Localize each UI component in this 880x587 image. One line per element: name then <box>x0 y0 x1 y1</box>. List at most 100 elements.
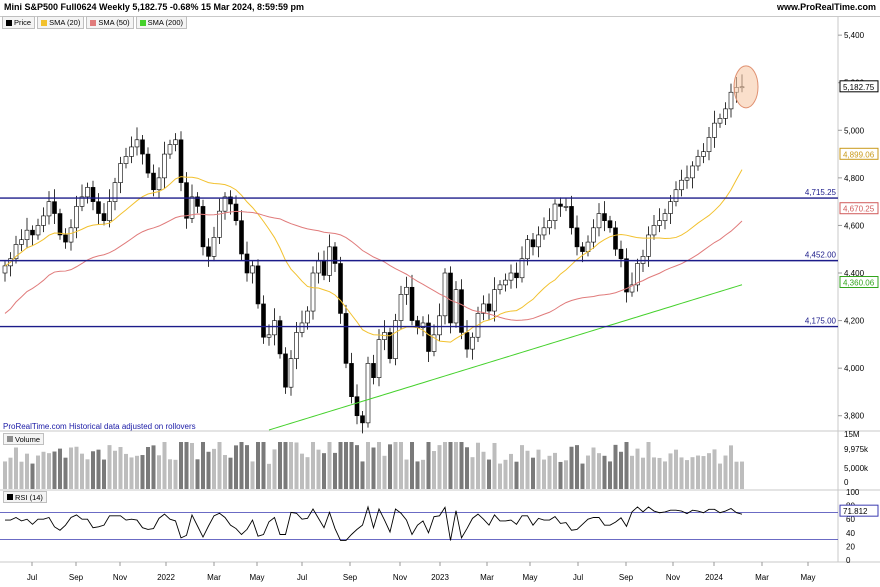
volume-bar <box>514 461 519 489</box>
volume-bar <box>173 459 178 489</box>
legend-price[interactable]: Price <box>2 16 36 29</box>
volume-bar <box>586 455 590 489</box>
candle-body <box>404 286 409 295</box>
candle-body <box>706 137 712 152</box>
volume-bar <box>437 445 442 489</box>
candle-body <box>530 239 536 248</box>
volume-bar <box>470 457 475 489</box>
candle-body <box>569 206 574 229</box>
candle-body <box>393 320 398 359</box>
legend-sma20-label: SMA (20) <box>49 18 81 27</box>
volume-bar <box>228 457 233 489</box>
candle-body <box>167 144 173 155</box>
last-price-highlight <box>733 65 759 109</box>
volume-label: Volume <box>15 434 41 444</box>
volume-bar <box>696 455 700 489</box>
candle-body <box>299 322 305 333</box>
candle-body <box>547 220 552 229</box>
volume-bar <box>338 442 343 489</box>
candle-body <box>151 172 156 191</box>
candle-body <box>695 156 701 167</box>
volume-bar <box>558 461 563 489</box>
volume-bar <box>454 442 458 489</box>
volume-bar <box>96 449 101 489</box>
candle-body <box>101 213 107 221</box>
volume-bar <box>465 447 469 489</box>
indicator-legend: Price SMA (20) SMA (50) SMA (200) <box>2 16 188 29</box>
legend-price-label: Price <box>14 18 32 27</box>
candle-body <box>200 206 206 248</box>
volume-tick-label: 9,975k <box>844 445 869 454</box>
volume-bar <box>388 444 392 489</box>
volume-pane-label[interactable]: Volume <box>3 433 45 445</box>
candle-body <box>46 201 52 217</box>
candle-body <box>464 332 470 350</box>
sma50-value-label-box <box>839 202 879 215</box>
candle-body <box>85 187 90 198</box>
candle-body <box>624 258 629 293</box>
x-tick-label: 2024 <box>705 573 723 582</box>
volume-bar <box>256 442 260 489</box>
volume-bar <box>476 442 480 489</box>
legend-sma200[interactable]: SMA (200) <box>135 16 188 29</box>
y-tick-label: 4,800 <box>844 174 865 183</box>
volume-bar <box>531 457 535 489</box>
x-tick-label: Mar <box>480 573 494 582</box>
volume-bar <box>509 453 513 489</box>
rsi-pane-label[interactable]: RSI (14) <box>3 491 47 503</box>
sma200-value-label: 4,360.06 <box>843 279 875 288</box>
candle-body <box>717 118 723 124</box>
candle-body <box>24 229 30 241</box>
candle-body <box>453 289 459 324</box>
volume-bar <box>569 446 574 489</box>
candle-body <box>90 187 96 202</box>
volume-bar <box>80 453 84 489</box>
volume-bar <box>124 453 128 489</box>
sma50-value-label: 4,670.25 <box>843 205 875 214</box>
volume-bar <box>630 455 634 489</box>
candle-body <box>123 156 129 164</box>
candle-body <box>503 279 508 286</box>
candle-body <box>431 334 437 352</box>
candle-body <box>602 213 607 221</box>
legend-sma200-label: SMA (200) <box>147 18 184 27</box>
legend-sma50[interactable]: SMA (50) <box>86 16 134 29</box>
candle-body <box>607 220 613 229</box>
volume-bar <box>624 442 629 489</box>
volume-bar <box>195 459 200 489</box>
y-tick-label: 4,600 <box>844 221 865 230</box>
candle-body <box>365 363 371 424</box>
volume-bar <box>701 456 706 489</box>
volume-bar <box>190 442 194 489</box>
legend-sma20[interactable]: SMA (20) <box>37 16 85 29</box>
volume-bar <box>520 445 524 489</box>
volume-bar <box>140 455 145 489</box>
volume-bar <box>503 459 508 489</box>
volume-bar <box>718 463 722 489</box>
volume-bar <box>597 453 601 489</box>
candle-body <box>184 182 189 219</box>
candle-body <box>552 203 558 221</box>
volume-swatch <box>7 436 13 442</box>
volume-bar <box>421 459 425 489</box>
volume-bar <box>459 442 464 489</box>
volume-bar <box>690 457 695 489</box>
x-tick-label: Jul <box>573 573 583 582</box>
brand-link[interactable]: www.ProRealTime.com <box>776 2 876 12</box>
candle-body <box>321 260 327 276</box>
volume-bar <box>410 442 414 489</box>
volume-bar <box>619 451 623 489</box>
candle-body <box>211 237 217 257</box>
volume-bar <box>448 442 453 489</box>
volume-bar <box>481 451 486 489</box>
volume-bar <box>157 455 161 489</box>
volume-bar <box>498 463 502 489</box>
volume-bar <box>41 451 46 489</box>
candle-body <box>519 258 525 279</box>
candle-body <box>387 332 393 359</box>
volume-bar <box>377 442 381 489</box>
horizontal-level-label: 4,175.00 <box>805 317 837 326</box>
volume-bar <box>613 444 618 489</box>
candle-body <box>723 108 728 119</box>
